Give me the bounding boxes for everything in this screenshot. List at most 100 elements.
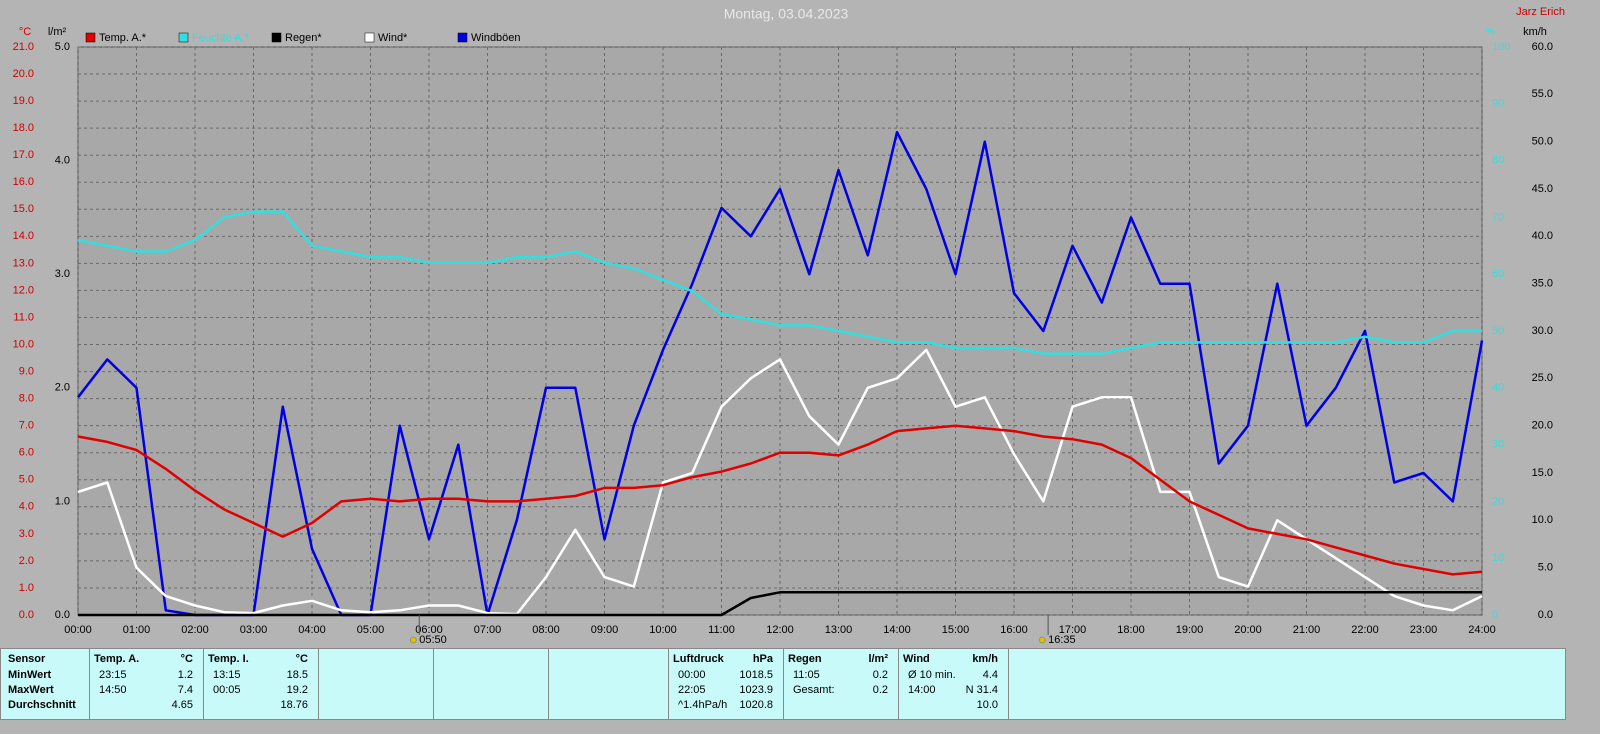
series-line — [77, 210, 1482, 355]
y-tick-label: 14.0 — [13, 230, 34, 242]
y-tick-label: 1.0 — [55, 495, 70, 507]
legend-label: Regen* — [285, 32, 322, 44]
row-value: 1018.5 — [739, 669, 773, 681]
y-tick-label: 8.0 — [19, 393, 34, 405]
y-tick-label: 80 — [1492, 155, 1504, 167]
stats-row-label: MaxWert — [8, 684, 54, 696]
x-tick-label: 21:00 — [1293, 624, 1321, 636]
x-tick-label: 14:00 — [883, 624, 911, 636]
y-tick-label: 20.0 — [13, 68, 34, 80]
y-tick-label: 9.0 — [19, 365, 34, 377]
column-separator — [1008, 649, 1009, 719]
y-tick-label: 3.0 — [19, 528, 34, 540]
unit-label: °C — [19, 26, 31, 38]
block-unit: hPa — [752, 653, 773, 665]
y-tick-label: 4.0 — [19, 501, 34, 513]
author: Jarz Erich — [1516, 6, 1565, 18]
x-tick-label: 01:00 — [123, 624, 151, 636]
legend-label: Feuchte A.* — [192, 32, 250, 44]
row-value: 0.2 — [872, 684, 888, 696]
x-tick-label: 02:00 — [181, 624, 209, 636]
column-separator — [433, 649, 434, 719]
y-tick-label: 21.0 — [13, 41, 34, 53]
row-time: 00:05 — [213, 684, 241, 696]
legend-swatch — [271, 32, 282, 43]
legend-label: Temp. A.* — [99, 32, 147, 44]
column-separator — [318, 649, 319, 719]
stats-row-label: MinWert — [8, 669, 52, 681]
y-tick-label: 60 — [1492, 268, 1504, 280]
x-tick-label: 13:00 — [825, 624, 853, 636]
row-time: ^1.4hPa/h — [678, 699, 728, 711]
row-time: 13:15 — [213, 669, 241, 681]
y-tick-label: 30 — [1492, 439, 1504, 451]
y-tick-label: 16.0 — [13, 176, 34, 188]
block-title: Regen — [788, 653, 822, 665]
column-separator — [548, 649, 549, 719]
y-tick-label: 35.0 — [1532, 278, 1553, 290]
y-tick-label: 50.0 — [1532, 136, 1553, 148]
x-tick-label: 23:00 — [1410, 624, 1438, 636]
block-title: Wind — [903, 653, 930, 665]
x-tick-label: 00:00 — [64, 624, 92, 636]
legend-swatch — [85, 32, 96, 43]
y-tick-label: 50 — [1492, 325, 1504, 337]
row-value: 4.65 — [171, 699, 193, 711]
unit-label: % — [1485, 26, 1495, 38]
y-tick-label: 19.0 — [13, 95, 34, 107]
y-tick-label: 12.0 — [13, 284, 34, 296]
column-separator — [203, 649, 204, 719]
x-tick-label: 12:00 — [766, 624, 794, 636]
row-value: 0.2 — [872, 669, 888, 681]
x-tick-label: 18:00 — [1117, 624, 1145, 636]
stats-header: Sensor — [8, 653, 46, 665]
y-tick-label: 25.0 — [1532, 372, 1553, 384]
y-tick-label: 45.0 — [1532, 183, 1553, 195]
x-tick-label: 17:00 — [1059, 624, 1087, 636]
y-tick-label: 40 — [1492, 382, 1504, 394]
y-tick-label: 11.0 — [13, 311, 34, 323]
row-time: 11:05 — [793, 669, 820, 681]
y-tick-label: 10.0 — [1532, 514, 1553, 526]
x-tick-label: 20:00 — [1234, 624, 1262, 636]
series-line — [77, 348, 1483, 616]
row-value: 18.5 — [286, 669, 308, 681]
unit-label: l/m² — [48, 26, 67, 38]
y-tick-label: 20.0 — [1532, 420, 1553, 432]
y-tick-label: 3.0 — [55, 268, 70, 280]
sun-icon — [1038, 636, 1046, 644]
y-tick-label: 5.0 — [19, 474, 34, 486]
y-tick-label: 10 — [1492, 552, 1504, 564]
x-tick-label: 11:00 — [708, 624, 735, 636]
y-tick-label: 17.0 — [13, 149, 34, 161]
y-tick-label: 7.0 — [19, 420, 34, 432]
y-tick-label: 0.0 — [55, 609, 70, 621]
legend-label: Wind* — [378, 32, 408, 44]
row-value: 19.2 — [286, 684, 308, 696]
x-tick-label: 03:00 — [240, 624, 268, 636]
block-unit: °C — [295, 653, 308, 665]
y-tick-label: 4.0 — [55, 155, 70, 167]
x-tick-label: 09:00 — [591, 624, 619, 636]
column-separator — [898, 649, 899, 719]
row-value: 18.76 — [280, 699, 308, 711]
y-tick-label: 40.0 — [1532, 230, 1553, 242]
column-separator — [668, 649, 669, 719]
block-unit: l/m² — [868, 653, 888, 665]
y-tick-label: 18.0 — [13, 122, 34, 134]
legend-label: Windböen — [471, 32, 521, 44]
y-tick-label: 2.0 — [19, 555, 34, 567]
x-tick-label: 10:00 — [649, 624, 677, 636]
block-unit: °C — [180, 653, 193, 665]
row-time: 22:05 — [678, 684, 706, 696]
row-time: 14:00 — [908, 684, 936, 696]
x-tick-label: 16:00 — [1000, 624, 1028, 636]
sun-time: 05:50 — [419, 634, 447, 646]
y-tick-label: 5.0 — [55, 41, 70, 53]
y-tick-label: 0 — [1492, 609, 1498, 621]
sun-icon — [409, 636, 417, 644]
block-title: Temp. A. — [94, 653, 140, 665]
y-tick-label: 13.0 — [13, 257, 34, 269]
series-line — [78, 591, 1482, 617]
